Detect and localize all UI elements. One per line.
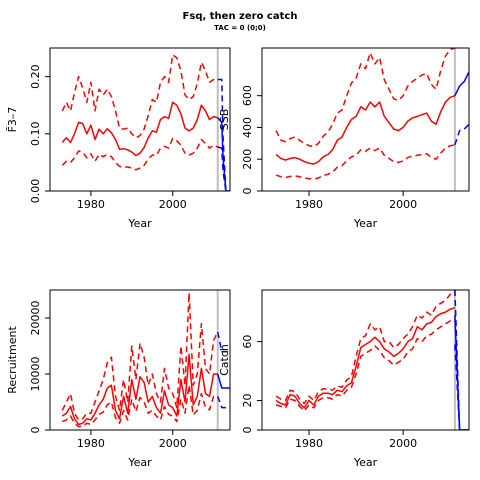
series-projection-upper <box>217 78 230 191</box>
series-projection-lower <box>454 344 469 430</box>
y-tick-label: 0 <box>29 427 42 434</box>
panel-top-left: 1980 2000 0.00 0.10 0.20 Year F̄3–7 <box>6 47 231 230</box>
y-tick-label: 0.20 <box>29 64 42 89</box>
series-group <box>61 292 230 428</box>
series-projection-lower <box>217 146 230 191</box>
series-projection-median <box>454 71 469 97</box>
series-historical-upper <box>275 290 456 405</box>
x-tick-label: 1980 <box>77 198 105 211</box>
series-projection-upper <box>454 48 456 49</box>
x-axis-label: Year <box>127 456 152 469</box>
plot-frame <box>49 47 231 192</box>
series-projection-median <box>216 373 230 389</box>
y-tick-label: 0 <box>241 427 254 434</box>
series-historical-median <box>275 306 456 409</box>
x-tick-label: 1980 <box>295 198 323 211</box>
series-group <box>275 48 469 180</box>
y-tick-label: 60 <box>241 335 254 349</box>
y-tick-label: 400 <box>241 117 254 138</box>
y-tick-label: 0.10 <box>29 122 42 147</box>
x-tick-label: 1980 <box>295 437 323 450</box>
series-group <box>61 54 230 191</box>
x-tick-label: 1980 <box>77 437 105 450</box>
y-axis-label: Catch <box>218 344 231 376</box>
plot-frame <box>261 47 470 192</box>
series-projection-lower <box>454 123 469 146</box>
series-projection-lower <box>216 396 230 409</box>
figure-subtitle: TAC = 0 (0;0) <box>214 24 266 32</box>
y-axis-label: Recruitment <box>6 326 19 394</box>
series-historical-median <box>61 353 218 426</box>
panel-top-right: 1980 2000 0 200 400 600 Year SSB <box>218 47 470 230</box>
y-tick-label: 20 <box>241 394 254 408</box>
figure-title: Fsq, then zero catch <box>182 11 298 22</box>
series-historical-upper <box>275 48 456 148</box>
series-historical-lower <box>62 384 218 428</box>
series-historical-lower <box>275 318 456 412</box>
panel-bottom-right: 1980 2000 0 20 60 Year Catch <box>218 289 470 469</box>
series-historical-median <box>61 101 218 157</box>
plot-frame <box>49 289 231 431</box>
series-group <box>275 290 469 430</box>
y-tick-label: 0.00 <box>29 179 42 204</box>
y-tick-label: 10000 <box>29 357 42 392</box>
y-tick-label: 20000 <box>29 301 42 336</box>
x-axis-label: Year <box>353 217 378 230</box>
series-historical-median <box>275 94 456 165</box>
y-tick-label: 600 <box>241 85 254 106</box>
x-tick-label: 2000 <box>389 198 417 211</box>
y-axis-label: SSB <box>218 109 231 131</box>
series-historical-upper <box>61 292 219 421</box>
x-axis-label: Year <box>353 456 378 469</box>
y-axis-label: F̄3–7 <box>6 107 19 133</box>
y-tick-label: 200 <box>241 149 254 170</box>
series-projection-upper <box>454 290 469 430</box>
y-tick-label: 0 <box>241 188 254 195</box>
x-tick-label: 2000 <box>389 437 417 450</box>
series-historical-lower <box>61 137 219 171</box>
x-axis-label: Year <box>127 217 152 230</box>
x-tick-label: 2000 <box>159 437 187 450</box>
series-historical-lower <box>275 144 456 180</box>
series-projection-upper <box>216 331 230 353</box>
x-tick-label: 2000 <box>159 198 187 211</box>
plot-frame <box>261 289 470 431</box>
series-historical-upper <box>61 54 218 139</box>
